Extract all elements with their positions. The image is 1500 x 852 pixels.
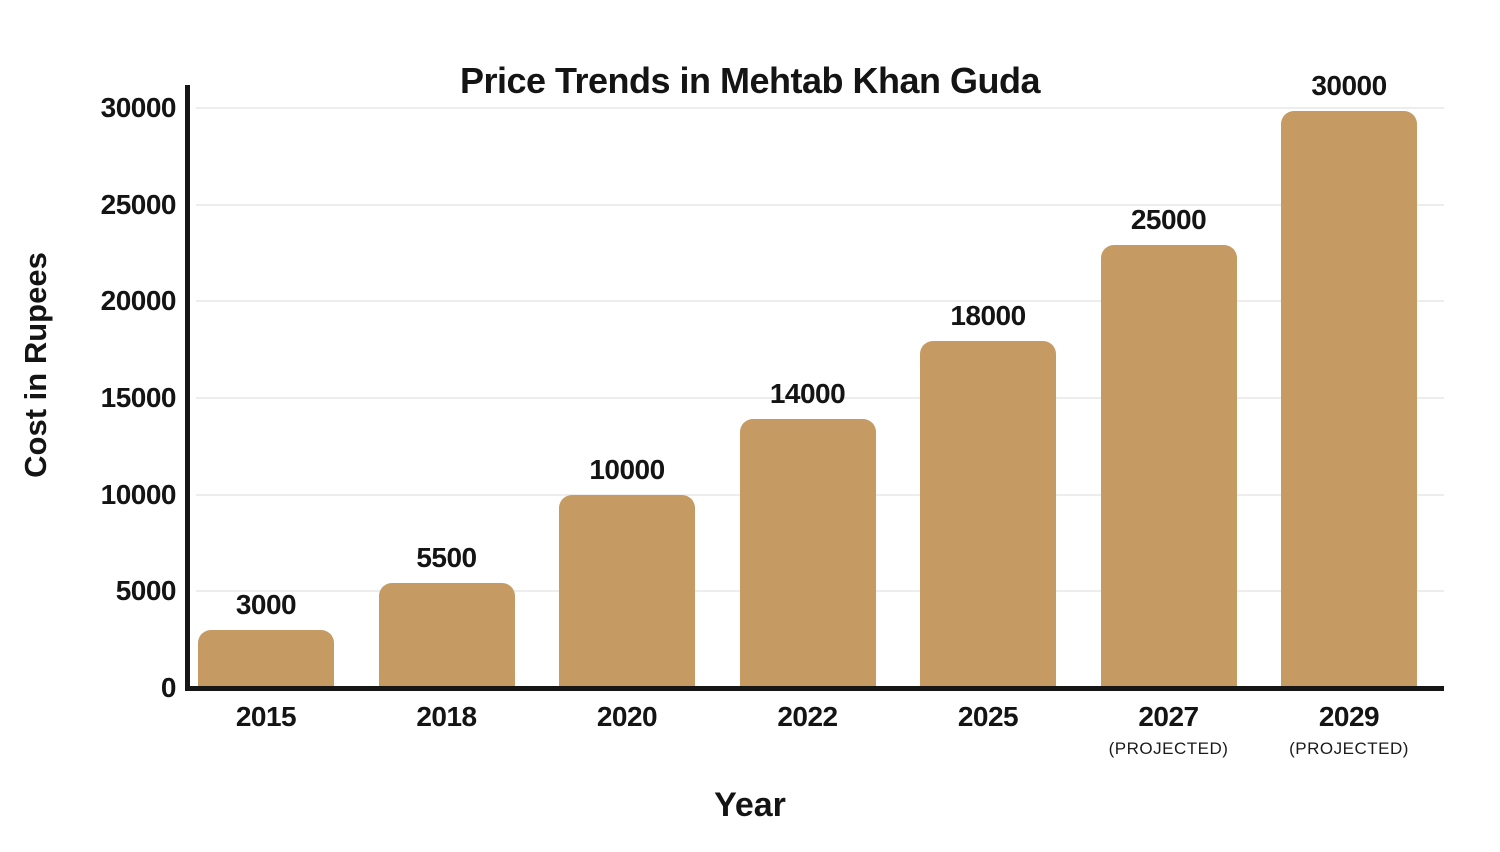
chart-title: Price Trends in Mehtab Khan Guda [459, 60, 1041, 101]
x-tick-sublabel-2027: (PROJECTED) [1108, 739, 1229, 758]
gridline-25000 [196, 203, 1444, 206]
gridline-20000 [196, 300, 1444, 303]
y-axis-line [185, 85, 190, 691]
bar-2029 [1281, 110, 1417, 688]
bar-value-label-2029: 30000 [1311, 69, 1387, 101]
bar-value-label-2025: 18000 [950, 299, 1026, 331]
bar-value-label-2015: 3000 [235, 589, 297, 620]
x-tick-label-2025: 2025 [957, 701, 1019, 732]
x-tick-label-2015: 2015 [235, 701, 297, 732]
bar-2015 [198, 630, 334, 688]
x-tick-label-2027: 2027 [1138, 701, 1199, 732]
y-tick-label-30000: 30000 [100, 92, 177, 123]
bar-value-label-2018: 5500 [416, 541, 477, 573]
x-tick-label-2029: 2029 [1318, 701, 1380, 732]
y-tick-label-10000: 10000 [100, 478, 177, 510]
bar-2020 [559, 494, 695, 688]
bar-value-label-2022: 14000 [769, 378, 846, 410]
bar-value-label-2020: 10000 [589, 453, 665, 485]
gridline-15000 [196, 397, 1444, 399]
x-axis-title: Year [714, 786, 786, 824]
y-tick-label-0: 0 [160, 672, 177, 703]
x-tick-sublabel-2029: (PROJECTED) [1289, 739, 1409, 758]
bar-2025 [920, 340, 1056, 688]
y-tick-label-25000: 25000 [100, 188, 177, 220]
x-tick-label-2018: 2018 [416, 701, 477, 732]
bar-2027 [1100, 245, 1237, 688]
x-axis-line [185, 686, 1444, 691]
bar-2018 [378, 582, 515, 688]
y-tick-label-5000: 5000 [115, 575, 177, 607]
gridline-30000 [196, 107, 1444, 109]
y-tick-label-15000: 15000 [100, 382, 177, 413]
x-tick-label-2022: 2022 [777, 701, 838, 732]
bar-value-label-2027: 25000 [1130, 204, 1207, 236]
x-tick-label-2020: 2020 [596, 701, 658, 732]
y-tick-label-20000: 20000 [100, 285, 177, 317]
bar-2022 [739, 419, 876, 688]
